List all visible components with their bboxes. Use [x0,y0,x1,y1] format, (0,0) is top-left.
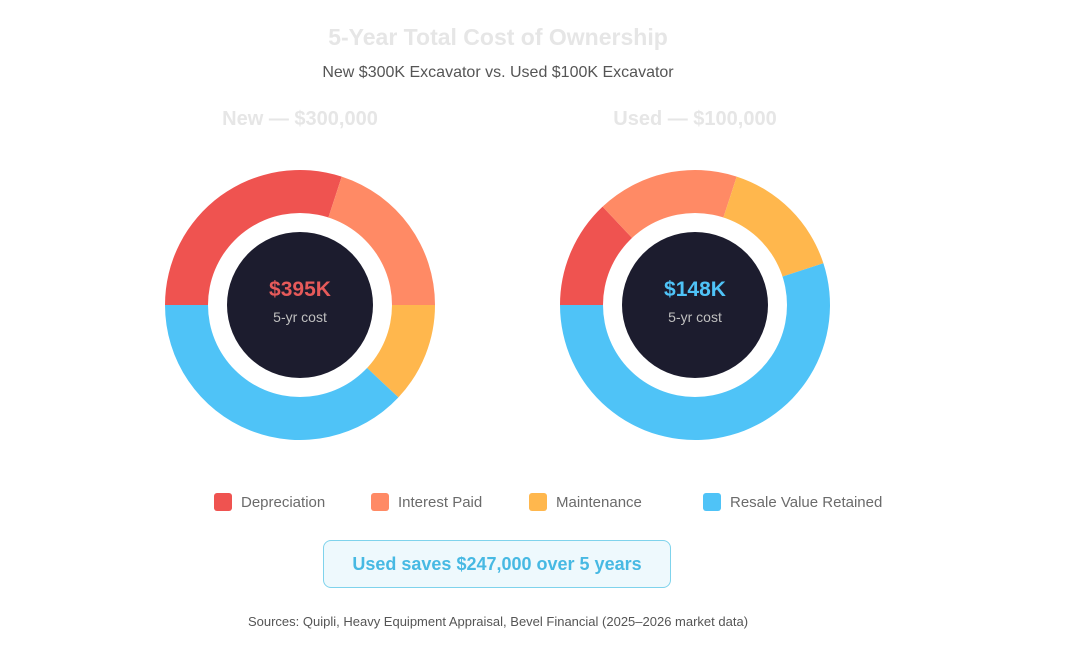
new-slice-depreciation [165,169,342,305]
chart-legend: Depreciation Interest Paid Maintenance R… [0,493,1080,517]
legend-label-resale-value: Resale Value Retained [730,493,883,511]
legend-swatch-resale-value [703,493,721,511]
new-total-cost-label: 5-yr cost [273,309,327,325]
new-donut-title: New — $300,000 [222,108,378,130]
used-slice-interest-paid [602,170,737,244]
legend-item-depreciation: Depreciation [214,493,325,511]
legend-swatch-interest-paid [371,493,389,511]
used-slice-depreciation [560,206,637,305]
new-donut-chart: $395K 5-yr cost [165,169,435,440]
chart-main-title: 5-Year Total Cost of Ownership [328,24,668,50]
donut-center-hole [622,232,768,378]
new-slice-resale-value-retained [165,305,399,440]
new-slice-interest-paid [326,176,435,305]
legend-swatch-maintenance [529,493,547,511]
sources-note: Sources: Quipli, Heavy Equipment Apprais… [247,614,749,629]
legend-item-interest-paid: Interest Paid [371,493,482,511]
used-slice-maintenance [721,176,824,279]
chart-subtitle: New $300K Excavator vs. Used $100K Excav… [322,64,674,81]
legend-item-maintenance: Maintenance [529,493,642,511]
used-slice-resale-value-retained [560,263,830,440]
legend-swatch-depreciation [214,493,232,511]
legend-label-depreciation: Depreciation [241,493,326,511]
legend-label-maintenance: Maintenance [556,493,642,511]
used-donut-title: Used — $100,000 [613,108,777,130]
used-total-cost-value: $148K [664,278,726,301]
used-total-cost-label: 5-yr cost [668,309,722,325]
used-donut-chart: $148K 5-yr cost [560,170,830,440]
new-slice-maintenance [361,305,435,398]
new-total-cost-value: $395K [269,278,331,301]
savings-callout: Used saves $247,000 over 5 years [323,540,671,588]
donut-center-hole [227,232,373,378]
legend-label-interest-paid: Interest Paid [398,493,483,511]
legend-item-resale-value: Resale Value Retained [703,493,882,511]
